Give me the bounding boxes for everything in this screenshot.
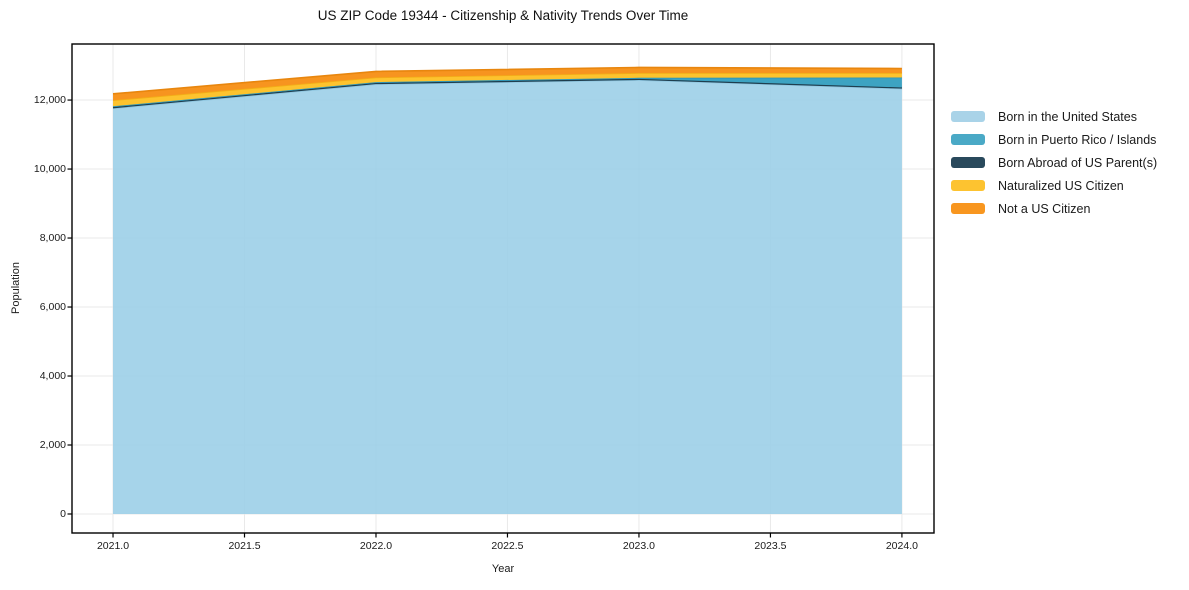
y-tick-label: 12,000 xyxy=(33,94,66,107)
area-born-in-the-united-states xyxy=(113,80,902,514)
legend-swatch xyxy=(951,111,985,122)
legend-swatch xyxy=(951,180,985,191)
x-tick-label: 2022.0 xyxy=(359,540,393,552)
legend-label: Born in the United States xyxy=(998,109,1137,124)
y-tick-label: 0 xyxy=(60,507,66,520)
legend-swatch xyxy=(951,203,985,214)
legend: Born in the United States Born in Puerto … xyxy=(951,105,1157,220)
legend-label: Not a US Citizen xyxy=(998,201,1091,216)
y-tick-label: 6,000 xyxy=(39,301,66,314)
legend-item: Born in the United States xyxy=(951,105,1157,128)
legend-swatch xyxy=(951,134,985,145)
chart-title: US ZIP Code 19344 - Citizenship & Nativi… xyxy=(317,8,689,23)
legend-item: Born in Puerto Rico / Islands xyxy=(951,128,1157,151)
legend-label: Born in Puerto Rico / Islands xyxy=(998,132,1157,147)
y-tick-label: 2,000 xyxy=(39,439,66,451)
y-tick-label: 10,000 xyxy=(33,163,66,176)
legend-swatch xyxy=(951,157,985,168)
area-naturalized-us-citizen xyxy=(113,72,902,107)
x-tick-label: 2024.0 xyxy=(885,540,918,552)
x-tick-label: 2021.0 xyxy=(96,540,130,552)
area-not-a-us-citizen xyxy=(113,67,902,101)
legend-item: Not a US Citizen xyxy=(951,197,1157,220)
plot-frame xyxy=(71,43,935,534)
x-tick-label: 2023.5 xyxy=(754,540,787,552)
x-axis-label: Year xyxy=(491,563,515,575)
legend-item: Born Abroad of US Parent(s) xyxy=(951,151,1157,174)
legend-label: Naturalized US Citizen xyxy=(998,178,1124,193)
x-tick-label: 2021.5 xyxy=(228,540,261,552)
legend-item: Naturalized US Citizen xyxy=(951,174,1157,197)
area-edge-born-abroad-of-us-parent-s- xyxy=(112,78,902,108)
area-born-abroad-of-us-parent-s- xyxy=(113,78,902,109)
y-tick-label: 8,000 xyxy=(39,232,66,245)
area-edge-not-a-us-citizen xyxy=(112,66,902,95)
x-tick-label: 2022.5 xyxy=(491,540,524,552)
x-tick-label: 2023.0 xyxy=(622,540,655,552)
legend-label: Born Abroad of US Parent(s) xyxy=(998,155,1158,170)
y-tick-label: 4,000 xyxy=(39,370,66,382)
